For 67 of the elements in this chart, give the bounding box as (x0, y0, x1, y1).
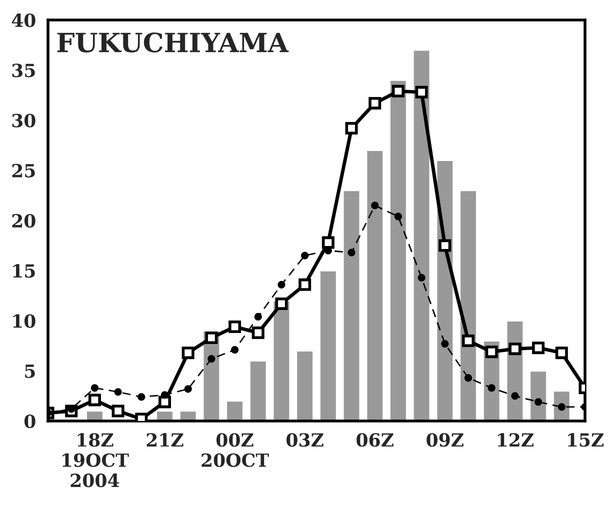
point (462, 334, 475, 348)
point (371, 202, 379, 210)
point (394, 212, 402, 220)
bar (366, 150, 384, 421)
point (392, 84, 404, 98)
point (348, 248, 356, 256)
point (278, 280, 286, 288)
x-tick-label: 00Z 20OCT (202, 433, 269, 467)
y-tick-label: 10 (13, 314, 36, 328)
bar (319, 270, 338, 421)
point (88, 394, 101, 406)
point (368, 96, 382, 110)
point (228, 320, 242, 334)
bar (226, 400, 244, 421)
point (208, 355, 216, 363)
point (114, 388, 122, 396)
point (301, 252, 309, 260)
point (322, 236, 334, 249)
point (112, 404, 124, 418)
y-tick-label: 30 (12, 114, 36, 128)
x-tick-label: 18Z 19OCT 2004 (62, 433, 129, 488)
bar (389, 79, 408, 421)
point (532, 342, 545, 354)
point (488, 384, 496, 392)
point (230, 346, 239, 354)
point (534, 398, 542, 406)
point (485, 346, 498, 358)
x-tick-label: 03Z (286, 433, 324, 447)
point (90, 384, 99, 392)
y-tick-label: 35 (12, 64, 35, 78)
point (415, 86, 428, 98)
bar (412, 49, 431, 421)
chart-title: FUKUCHIYAMA (57, 32, 289, 52)
point (441, 340, 449, 348)
y-tick-label: 20 (12, 214, 36, 228)
y-tick-label: 5 (25, 364, 35, 378)
point (138, 393, 146, 401)
point (158, 396, 171, 408)
bar (342, 190, 361, 421)
x-tick-label: 15Z (568, 433, 604, 447)
y-tick-label: 25 (12, 164, 35, 178)
bar (529, 370, 548, 421)
point (511, 392, 519, 400)
point (438, 239, 452, 252)
x-tick-label: 21Z (146, 433, 184, 447)
point (182, 346, 194, 360)
bar (296, 350, 314, 421)
point (464, 374, 472, 382)
y-tick-label: 0 (24, 414, 36, 428)
bar (272, 300, 291, 421)
point (345, 122, 358, 135)
point (184, 385, 192, 393)
x-tick-label: 12Z (498, 433, 534, 447)
x-tick-label: 09Z (426, 433, 464, 447)
bar (249, 360, 268, 421)
point (254, 312, 262, 321)
y-tick-label: 40 (12, 13, 36, 28)
point (252, 326, 264, 340)
y-tick-label: 15 (13, 264, 35, 278)
point (205, 332, 218, 344)
bar (459, 190, 478, 421)
point (508, 342, 522, 356)
x-tick-label: 06Z (356, 433, 394, 447)
point (298, 278, 312, 291)
point (418, 274, 426, 282)
point (275, 297, 288, 310)
point (555, 346, 568, 360)
